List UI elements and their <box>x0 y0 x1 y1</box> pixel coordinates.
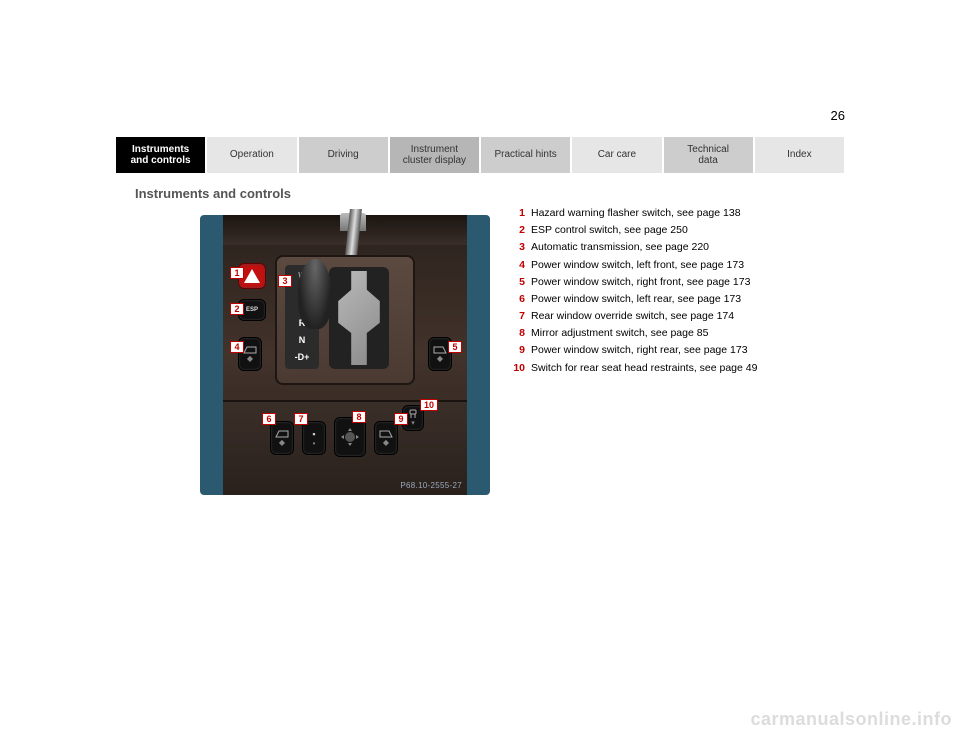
tab-instrument-cluster-display[interactable]: Instrument cluster display <box>389 136 480 174</box>
legend-num: 1 <box>513 206 531 220</box>
gear-d: -D+ <box>295 352 310 362</box>
tab-instruments-and-controls[interactable]: Instruments and controls <box>115 136 206 174</box>
gear-n: N <box>299 335 306 345</box>
legend-text: Switch for rear seat head restraints, se… <box>531 361 757 375</box>
window-icon <box>379 430 393 438</box>
legend-num: 5 <box>513 275 531 289</box>
legend-text: Hazard warning flasher switch, see page … <box>531 206 741 220</box>
tab-driving[interactable]: Driving <box>298 136 389 174</box>
legend-num: 8 <box>513 326 531 340</box>
legend-row: 5Power window switch, right front, see p… <box>513 275 853 289</box>
hazard-triangle-icon <box>243 268 261 284</box>
legend-text: ESP control switch, see page 250 <box>531 223 688 237</box>
rear-window-override: ▪ • <box>302 421 326 455</box>
legend-num: 3 <box>513 240 531 254</box>
legend-row: 7Rear window override switch, see page 1… <box>513 309 853 323</box>
legend-text: Power window switch, left front, see pag… <box>531 258 744 272</box>
tab-car-care[interactable]: Car care <box>571 136 662 174</box>
legend-num: 2 <box>513 223 531 237</box>
callout-5: 5 <box>448 341 462 353</box>
callout-7: 7 <box>294 413 308 425</box>
tab-technical-data[interactable]: Technical data <box>663 136 754 174</box>
power-window-left-rear: ◆ <box>270 421 294 455</box>
window-icon <box>275 430 289 438</box>
legend-text: Mirror adjustment switch, see page 85 <box>531 326 708 340</box>
headrest-icon <box>407 409 419 419</box>
mirror-joystick-icon <box>339 426 361 448</box>
section-title: Instruments and controls <box>135 186 291 201</box>
power-window-right-rear: ◆ <box>374 421 398 455</box>
legend-row: 1Hazard warning flasher switch, see page… <box>513 206 853 220</box>
legend-row: 3Automatic transmission, see page 220 <box>513 240 853 254</box>
legend-num: 10 <box>513 361 531 375</box>
legend-list: 1Hazard warning flasher switch, see page… <box>513 206 853 378</box>
legend-num: 7 <box>513 309 531 323</box>
legend-text: Automatic transmission, see page 220 <box>531 240 709 254</box>
legend-text: Power window switch, right rear, see pag… <box>531 343 748 357</box>
legend-text: Rear window override switch, see page 17… <box>531 309 734 323</box>
gear-d-plus: + <box>304 352 309 362</box>
tab-operation[interactable]: Operation <box>206 136 297 174</box>
shift-boot <box>298 259 332 329</box>
legend-row: 10Switch for rear seat head restraints, … <box>513 361 853 375</box>
watermark: carmanualsonline.info <box>750 709 952 730</box>
callout-6: 6 <box>262 413 276 425</box>
legend-num: 9 <box>513 343 531 357</box>
legend-num: 6 <box>513 292 531 306</box>
callout-2: 2 <box>230 303 244 315</box>
shift-gate: W S P R N -D+ <box>275 255 415 385</box>
legend-row: 2ESP control switch, see page 250 <box>513 223 853 237</box>
page-number: 26 <box>831 108 845 123</box>
tab-practical-hints[interactable]: Practical hints <box>480 136 571 174</box>
legend-text: Power window switch, left rear, see page… <box>531 292 741 306</box>
window-icon <box>433 346 447 354</box>
nav-tabs: Instruments and controls Operation Drivi… <box>115 136 845 174</box>
callout-9: 9 <box>394 413 408 425</box>
photo-code: P68.10-2555-27 <box>400 481 462 490</box>
callout-1: 1 <box>230 267 244 279</box>
legend-row: 9Power window switch, right rear, see pa… <box>513 343 853 357</box>
legend-row: 4Power window switch, left front, see pa… <box>513 258 853 272</box>
callout-3: 3 <box>278 275 292 287</box>
mirror-adjustment-switch <box>334 417 366 457</box>
legend-num: 4 <box>513 258 531 272</box>
manual-page: 26 Instruments and controls Operation Dr… <box>115 0 845 742</box>
callout-4: 4 <box>230 341 244 353</box>
center-console-illustration: W S P R N -D+ ESP ◆ ◆ <box>200 215 490 495</box>
tab-index[interactable]: Index <box>754 136 845 174</box>
callout-10: 10 <box>420 399 438 411</box>
legend-row: 6Power window switch, left rear, see pag… <box>513 292 853 306</box>
legend-text: Power window switch, right front, see pa… <box>531 275 750 289</box>
legend-row: 8Mirror adjustment switch, see page 85 <box>513 326 853 340</box>
window-icon <box>243 346 257 354</box>
callout-8: 8 <box>352 411 366 423</box>
